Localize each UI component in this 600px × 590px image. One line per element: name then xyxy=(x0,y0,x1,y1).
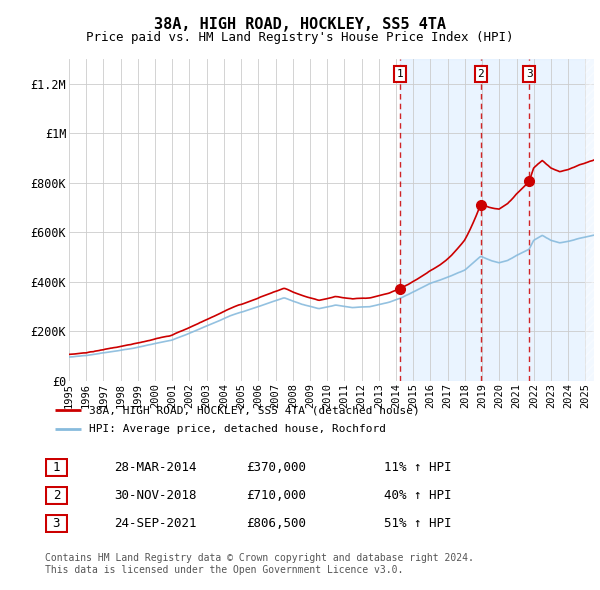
Text: HPI: Average price, detached house, Rochford: HPI: Average price, detached house, Roch… xyxy=(89,424,386,434)
Text: 38A, HIGH ROAD, HOCKLEY, SS5 4TA: 38A, HIGH ROAD, HOCKLEY, SS5 4TA xyxy=(154,17,446,31)
Bar xyxy=(586,59,600,381)
Text: £370,000: £370,000 xyxy=(246,461,306,474)
Text: 11% ↑ HPI: 11% ↑ HPI xyxy=(384,461,452,474)
Text: 2: 2 xyxy=(53,489,60,502)
FancyBboxPatch shape xyxy=(46,459,67,476)
Text: Price paid vs. HM Land Registry's House Price Index (HPI): Price paid vs. HM Land Registry's House … xyxy=(86,31,514,44)
Text: £710,000: £710,000 xyxy=(246,489,306,502)
FancyBboxPatch shape xyxy=(46,516,67,532)
Text: 24-SEP-2021: 24-SEP-2021 xyxy=(114,517,197,530)
Text: 1: 1 xyxy=(53,461,60,474)
Text: 51% ↑ HPI: 51% ↑ HPI xyxy=(384,517,452,530)
FancyBboxPatch shape xyxy=(46,487,67,504)
Text: 3: 3 xyxy=(53,517,60,530)
Text: £806,500: £806,500 xyxy=(246,517,306,530)
Text: 38A, HIGH ROAD, HOCKLEY, SS5 4TA (detached house): 38A, HIGH ROAD, HOCKLEY, SS5 4TA (detach… xyxy=(89,405,419,415)
Text: 1: 1 xyxy=(397,69,404,79)
Text: 2: 2 xyxy=(478,69,484,79)
Bar xyxy=(400,59,600,381)
Text: 30-NOV-2018: 30-NOV-2018 xyxy=(114,489,197,502)
Text: 28-MAR-2014: 28-MAR-2014 xyxy=(114,461,197,474)
Text: Contains HM Land Registry data © Crown copyright and database right 2024.
This d: Contains HM Land Registry data © Crown c… xyxy=(45,553,474,575)
Text: 3: 3 xyxy=(526,69,532,79)
Text: 40% ↑ HPI: 40% ↑ HPI xyxy=(384,489,452,502)
